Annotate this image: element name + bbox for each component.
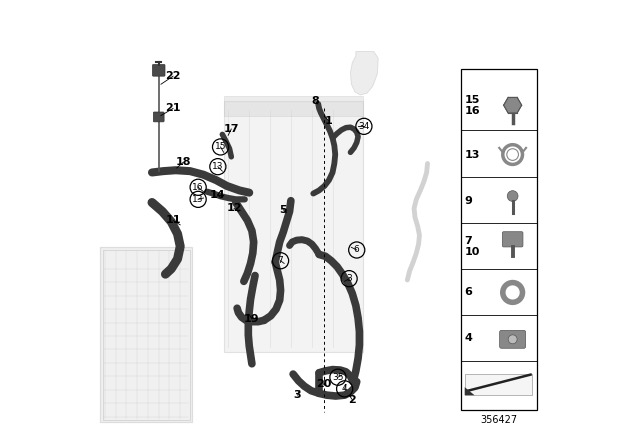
Bar <box>461 69 538 410</box>
FancyBboxPatch shape <box>502 232 523 247</box>
Circle shape <box>508 335 517 344</box>
Text: 7
10: 7 10 <box>465 236 480 257</box>
Text: 7: 7 <box>278 256 284 265</box>
Polygon shape <box>351 52 378 95</box>
Text: 6: 6 <box>354 246 360 254</box>
FancyBboxPatch shape <box>152 65 165 76</box>
Text: 6: 6 <box>465 288 472 297</box>
Text: 12: 12 <box>226 203 242 213</box>
Text: 14: 14 <box>210 190 226 200</box>
Polygon shape <box>504 97 522 113</box>
Bar <box>465 374 532 395</box>
Text: 13: 13 <box>193 195 204 204</box>
Polygon shape <box>465 387 475 395</box>
FancyBboxPatch shape <box>154 112 164 122</box>
Text: 21: 21 <box>165 103 181 113</box>
Text: 5: 5 <box>280 205 287 215</box>
Text: 20: 20 <box>316 379 332 389</box>
Text: 11: 11 <box>165 215 181 225</box>
Text: 3: 3 <box>294 390 301 400</box>
Bar <box>100 247 192 422</box>
Text: 16: 16 <box>193 183 204 192</box>
Text: 34: 34 <box>358 122 369 131</box>
Text: 19: 19 <box>244 314 260 324</box>
Text: 4: 4 <box>342 384 348 393</box>
Text: 356427: 356427 <box>481 415 518 425</box>
Text: 8: 8 <box>312 96 319 106</box>
FancyBboxPatch shape <box>224 101 362 352</box>
Text: 2: 2 <box>348 395 356 405</box>
FancyBboxPatch shape <box>224 96 362 116</box>
Text: 15: 15 <box>215 142 227 151</box>
Text: 13: 13 <box>465 150 480 159</box>
Text: 4: 4 <box>465 333 472 344</box>
Text: 22: 22 <box>165 71 181 81</box>
Text: 15
16: 15 16 <box>465 95 481 116</box>
FancyBboxPatch shape <box>500 330 525 348</box>
Text: 13: 13 <box>212 162 223 171</box>
Text: 18: 18 <box>175 157 191 167</box>
Bar <box>103 250 190 420</box>
Text: 35: 35 <box>332 373 344 382</box>
Circle shape <box>508 191 518 202</box>
Text: 17: 17 <box>223 124 239 134</box>
Text: 3: 3 <box>346 274 352 283</box>
Text: 9: 9 <box>465 195 472 206</box>
Text: 1: 1 <box>325 116 333 126</box>
